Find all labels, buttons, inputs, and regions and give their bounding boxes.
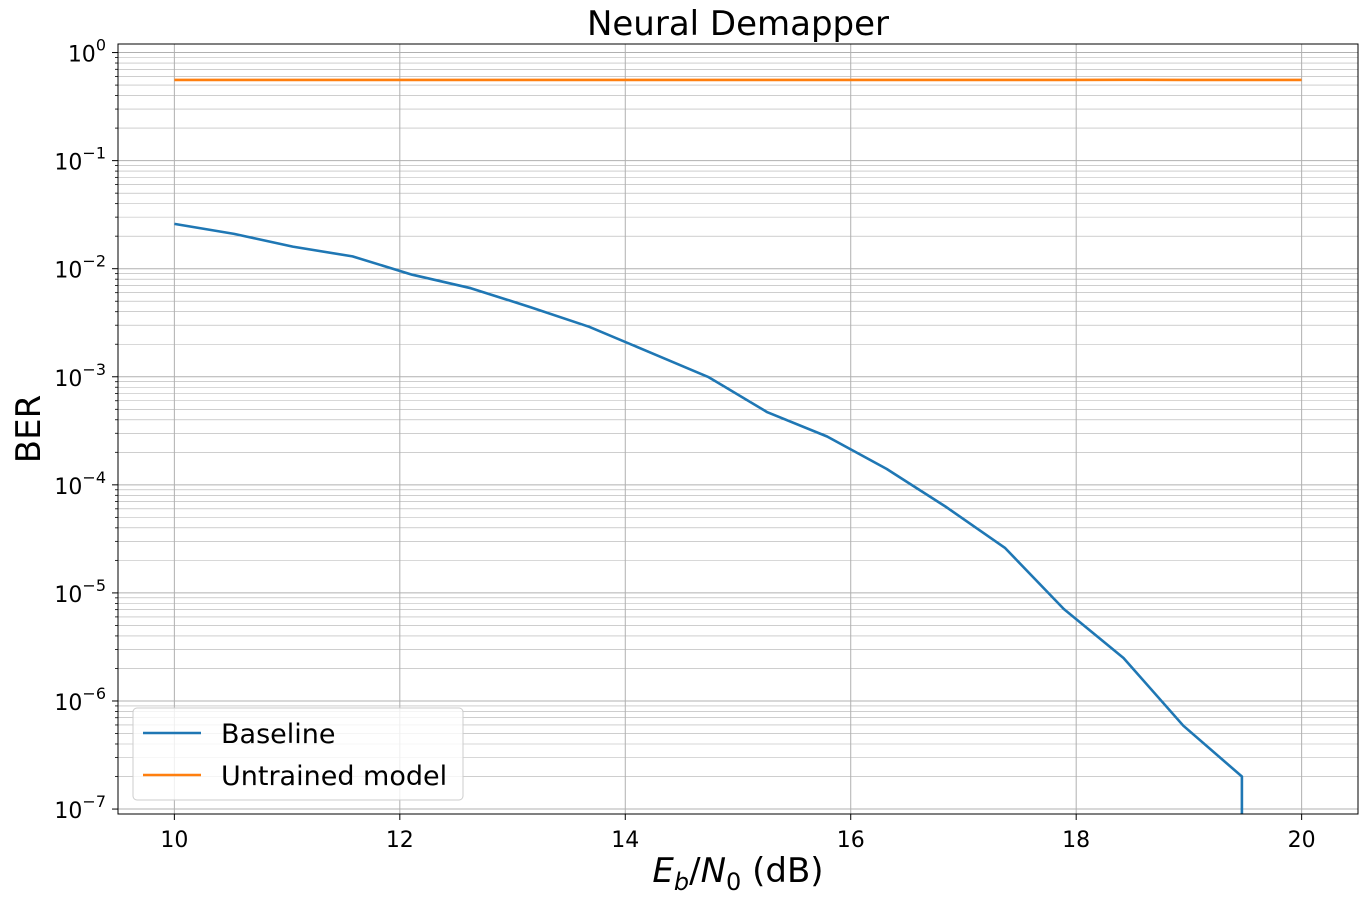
x-tick-label: 10 bbox=[160, 828, 188, 853]
y-tick-exponent: −3 bbox=[82, 360, 106, 379]
axis-ticks bbox=[112, 52, 1303, 820]
x-label-zero-sub: 0 bbox=[726, 868, 741, 896]
y-tick-label: 10−4 bbox=[54, 468, 106, 500]
legend-box bbox=[132, 707, 464, 801]
y-tick-label: 10−3 bbox=[54, 360, 106, 392]
y-tick-base: 10 bbox=[54, 151, 82, 176]
y-tick-exponent: −7 bbox=[82, 792, 106, 811]
y-axis-label: BER bbox=[9, 395, 49, 463]
y-tick-base: 10 bbox=[68, 43, 96, 68]
x-tick-label: 18 bbox=[1062, 828, 1090, 853]
x-label-e: E bbox=[652, 851, 674, 891]
y-tick-label: 100 bbox=[68, 36, 106, 68]
y-tick-base: 10 bbox=[54, 799, 82, 824]
y-tick-base: 10 bbox=[54, 583, 82, 608]
y-tick-base: 10 bbox=[54, 475, 82, 500]
x-label-unit: (dB) bbox=[741, 851, 823, 891]
chart-title: Neural Demapper bbox=[587, 4, 889, 44]
x-tick-label: 20 bbox=[1288, 828, 1316, 853]
x-axis-label: Eb/N0 (dB) bbox=[652, 851, 823, 896]
y-tick-exponent: 0 bbox=[96, 36, 106, 55]
y-tick-exponent: −5 bbox=[82, 576, 106, 595]
y-tick-base: 10 bbox=[54, 691, 82, 716]
y-tick-label: 10−6 bbox=[54, 684, 106, 716]
y-tick-exponent: −1 bbox=[82, 144, 106, 163]
x-tick-label: 14 bbox=[611, 828, 639, 853]
legend-label-untrained-model: Untrained model bbox=[221, 761, 447, 792]
plot-frame bbox=[117, 43, 1359, 815]
x-tick-labels: 10 12 14 16 18 20 bbox=[160, 828, 1315, 853]
x-tick-label: 16 bbox=[837, 828, 865, 853]
x-label-b-sub: b bbox=[674, 868, 689, 896]
legend-label-baseline: Baseline bbox=[221, 719, 335, 750]
x-label-slash: / bbox=[689, 851, 701, 891]
x-label-n: N bbox=[701, 851, 726, 891]
series-layer bbox=[174, 78, 1302, 814]
legend: Baseline Untrained model bbox=[132, 707, 464, 801]
y-tick-label: 10−2 bbox=[54, 252, 106, 284]
y-tick-exponent: −2 bbox=[82, 252, 106, 271]
y-tick-label: 10−5 bbox=[54, 576, 106, 608]
y-tick-base: 10 bbox=[54, 259, 82, 284]
y-tick-label: 10−7 bbox=[54, 792, 106, 824]
major-grid bbox=[118, 44, 1358, 814]
series-line-baseline bbox=[174, 222, 1244, 814]
y-tick-label: 10−1 bbox=[54, 144, 106, 176]
x-tick-label: 12 bbox=[386, 828, 414, 853]
y-tick-exponent: −4 bbox=[82, 468, 106, 487]
y-tick-base: 10 bbox=[54, 367, 82, 392]
y-tick-exponent: −6 bbox=[82, 684, 106, 703]
